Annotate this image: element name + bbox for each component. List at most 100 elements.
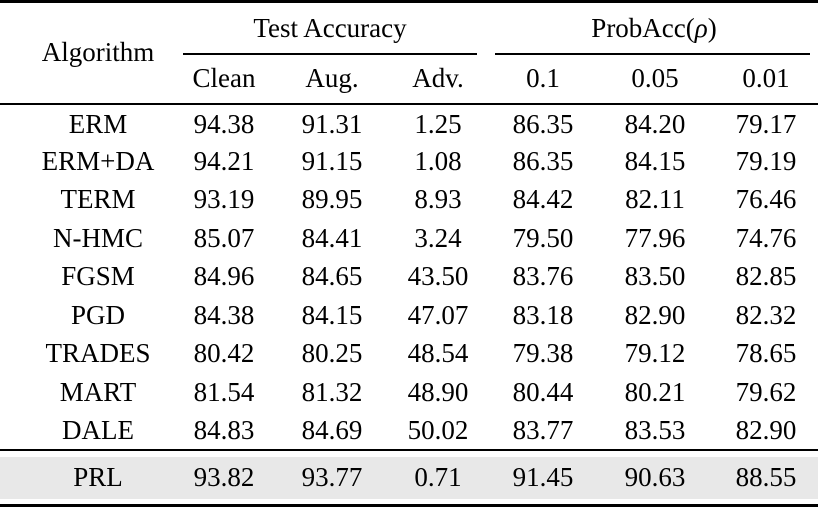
cell: 93.77 [278,449,386,506]
cell: 83.77 [512,414,574,445]
table-row-n-hmc: N-HMC 85.07 84.41 3.24 79.50 77.96 74.76 [0,219,818,258]
cell: 82.85 [735,261,797,292]
row-label: PRL [0,449,170,506]
sub-header-row: Clean Aug. Adv. 0.1 0.05 0.01 [0,54,818,105]
cell: 1.25 [414,109,462,140]
cell: 88.55 [714,449,818,506]
group-test-accuracy-label: Test Accuracy [253,13,407,44]
table-header: Algorithm Test Accuracy ProbAcc(ρ) Clean… [0,1,818,105]
cell: 79.17 [735,109,797,140]
cell: 85.07 [193,222,255,253]
table-row-mart: MART 81.54 81.32 48.90 80.44 80.21 79.62 [0,373,818,412]
cell: 83.18 [512,299,574,330]
cell: 79.50 [512,222,574,253]
row-label: TRADES [45,338,151,369]
cell: 80.25 [301,338,363,369]
cell: 84.41 [301,222,363,253]
cell: 84.65 [301,261,363,292]
row-label: TERM [60,184,136,215]
cell: 3.24 [414,222,462,253]
cell: 82.90 [735,414,797,445]
cell: 82.11 [625,184,685,215]
row-label: PGD [70,299,125,330]
table-row-erm: ERM 94.38 91.31 1.25 86.35 84.20 79.17 [0,104,818,143]
cell: 48.54 [407,338,469,369]
row-label: DALE [62,414,134,445]
cell: 89.95 [301,184,363,215]
cell: 50.02 [407,414,469,445]
cell: 84.20 [624,109,686,140]
group-probacc-suffix: ) [707,13,717,44]
cell: 80.21 [624,376,686,407]
cell: 78.65 [735,338,797,369]
cell: 79.38 [512,338,574,369]
table-row-prl: PRL 93.82 93.77 0.71 91.45 90.63 88.55 [0,449,818,506]
cell: 84.38 [193,299,255,330]
cell: 84.83 [193,414,255,445]
row-label: ERM+DA [41,145,155,176]
header-group-test-accuracy: Test Accuracy [170,2,490,55]
row-label: ERM [68,109,128,140]
cell: 93.19 [193,184,255,215]
table-row-term: TERM 93.19 89.95 8.93 84.42 82.11 76.46 [0,181,818,220]
cell: 82.32 [735,299,797,330]
cell: 82.90 [624,299,686,330]
cell: 94.21 [193,145,255,176]
cell: 77.96 [624,222,686,253]
cell: 83.53 [624,414,686,445]
cell: 74.76 [735,222,797,253]
table-row-trades: TRADES 80.42 80.25 48.54 79.38 79.12 78.… [0,335,818,374]
cell: 86.35 [512,145,574,176]
subheader-rho-0.1: 0.1 [490,54,597,105]
subheader-clean: Clean [170,54,278,105]
table-body: ERM 94.38 91.31 1.25 86.35 84.20 79.17 E… [0,104,818,451]
cell: 79.62 [735,376,797,407]
cell: 80.44 [512,376,574,407]
cell: 76.46 [735,184,797,215]
subheader-adv: Adv. [386,54,491,105]
highlight-section: PRL 93.82 93.77 0.71 91.45 90.63 88.55 [0,449,818,506]
cell: 43.50 [407,261,469,292]
cmidrule-test-accuracy [183,52,478,55]
subheader-rho-0.05: 0.05 [596,54,715,105]
cell: 84.96 [193,261,255,292]
cell: 94.38 [193,109,255,140]
cell: 81.32 [301,376,363,407]
table-row-fgsm: FGSM 84.96 84.65 43.50 83.76 83.50 82.85 [0,258,818,297]
row-label: N-HMC [52,222,143,253]
subheader-aug: Aug. [278,54,386,105]
cell: 84.15 [301,299,363,330]
cell: 90.63 [596,449,715,506]
cell: 47.07 [407,299,469,330]
cell: 93.82 [170,449,278,506]
cell: 91.45 [490,449,597,506]
cell: 86.35 [512,109,574,140]
cell: 80.42 [193,338,255,369]
cell: 79.12 [624,338,686,369]
cell: 91.31 [301,109,363,140]
cell: 81.54 [193,376,255,407]
header-algorithm: Algorithm [0,1,170,105]
row-label: FGSM [61,261,135,292]
table-row-erm-da: ERM+DA 94.21 91.15 1.08 86.35 84.15 79.1… [0,142,818,181]
cell: 1.08 [414,145,462,176]
cell: 83.76 [512,261,574,292]
cell: 91.15 [301,145,363,176]
cell: 84.69 [301,414,363,445]
cmidrule-probacc [495,52,811,55]
cell: 84.42 [512,184,574,215]
table-row-pgd: PGD 84.38 84.15 47.07 83.18 82.90 82.32 [0,296,818,335]
row-label: MART [59,376,137,407]
rho-symbol: ρ [694,13,708,44]
cell: 84.15 [624,145,686,176]
header-group-probacc: ProbAcc(ρ) [490,2,818,55]
cell: 79.19 [735,145,797,176]
cell: 48.90 [407,376,469,407]
cell: 0.71 [386,449,491,506]
subheader-rho-0.01: 0.01 [714,54,818,105]
table-row-dale: DALE 84.83 84.69 50.02 83.77 83.53 82.90 [0,412,818,451]
group-header-row: Algorithm Test Accuracy ProbAcc(ρ) [0,1,818,105]
group-probacc-prefix: ProbAcc( [591,13,695,44]
cell: 83.50 [624,261,686,292]
